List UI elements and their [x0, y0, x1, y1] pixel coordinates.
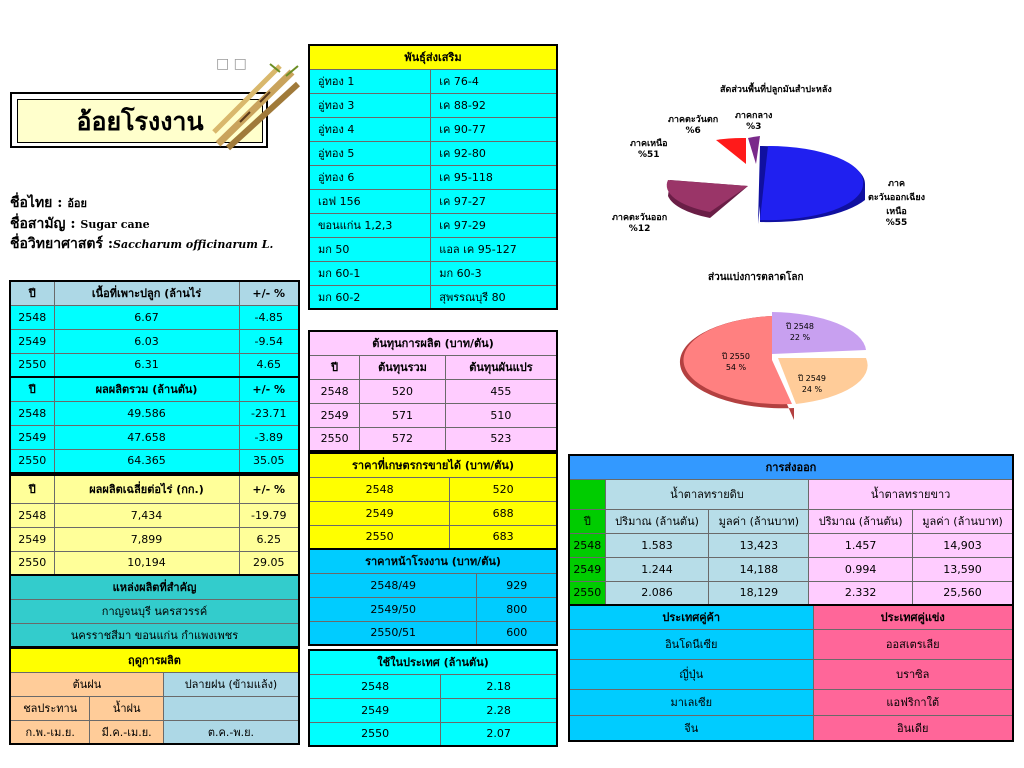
label-north: ภาคเหนือ %51: [630, 139, 668, 160]
table-row: 2550 2.086 18,129 2.332 25,560: [568, 580, 1014, 606]
table-row: อู่ทอง 6 เค 95-118: [308, 164, 558, 190]
slice-west: [716, 137, 746, 164]
table-row: 2549 7,899 6.25: [9, 526, 300, 552]
table-row: เอฟ 156 เค 97-27: [308, 188, 558, 214]
thai-name: ชื่อไทย : อ้อย: [10, 195, 87, 211]
table-row: 2549 1.244 14,188 0.994 13,590: [568, 556, 1014, 582]
table-row: 2548/49 929: [308, 572, 558, 598]
table-row: มก 60-2 สุพรรณบุรี 80: [308, 284, 558, 310]
area-share-pie: [666, 136, 865, 224]
label-east: ภาคตะวันออก %12: [612, 213, 668, 234]
table-row: 2550 2.07: [308, 721, 558, 747]
chart1-title: สัดส่วนพื้นที่ปลูกมันสำปะหลัง: [720, 85, 832, 95]
table-row: 2549 6.03 -9.54: [9, 328, 300, 354]
label-2548: ปี 2548 22 %: [786, 322, 814, 342]
table-row: อู่ทอง 4 เค 90-77: [308, 116, 558, 142]
table-row: จีน อินเดีย: [568, 714, 1014, 742]
table-row: 2550 683: [308, 524, 558, 550]
table-row: 2550 572 523: [308, 426, 558, 452]
cost-table: ต้นทุนการผลิต (บาท/ตัน) ปี ต้นทุนรวม ต้นทุ…: [308, 330, 558, 452]
season-table: ฤดูการผลิต ต้นฝน ปลายฝน (ข้ามแล้ง) ชลประท…: [9, 647, 300, 745]
sources-table: แหล่งผลิตที่สำคัญ กาญจนบุรี นครสวรรค์ นค…: [9, 574, 300, 648]
label-2549: ปี 2549 24 %: [798, 374, 826, 394]
slice-central: [748, 136, 760, 164]
table-row: 2548 2.18: [308, 673, 558, 699]
farm-price-table: ราคาที่เกษตรกรขายได้ (บาท/ตัน) 2548 520 2…: [308, 452, 558, 550]
label-west: ภาคตะวันตก %6: [668, 115, 719, 136]
yield-table: ปี ผลผลิตเฉลี่ยต่อไร่ (กก.) +/- % 2548 7,43…: [9, 474, 300, 576]
scientific-name: ชื่อวิทยาศาสตร์ :Saccharum officinarum L…: [10, 236, 274, 252]
slice-northeast: [760, 145, 864, 221]
label-northeast: ภาค ตะวันออกเฉียง เหนือ %55: [868, 179, 926, 228]
table-row: 2550 10,194 29.05: [9, 550, 300, 576]
table-row: 2548 7,434 -19.79: [9, 502, 300, 528]
table-row: 2548 520 455: [308, 378, 558, 404]
small-squares: □ □: [216, 56, 247, 72]
table-row: ญี่ปุ่น บราซิล: [568, 658, 1014, 690]
export-table: การส่งออก น้ำตาลทรายดิบ น้ำตาลทรายขาว ปีป…: [568, 454, 1014, 606]
table-row: อินโดนีเซีย ออสเตรเลีย: [568, 628, 1014, 660]
table-row: 2548 6.67 -4.85: [9, 304, 300, 330]
domestic-table: ใช้ในประเทศ (ล้านตัน) 2548 2.18 2549 2.28 …: [308, 649, 558, 747]
label-central: ภาคกลาง %3: [735, 111, 773, 132]
table-row: มาเลเซีย แอฟริกาใต้: [568, 688, 1014, 716]
table-row: อู่ทอง 3 เค 88-92: [308, 92, 558, 118]
table-row: 2549 688: [308, 500, 558, 526]
table-row: 2549 571 510: [308, 402, 558, 428]
slice-2550: [683, 316, 792, 405]
table-row: อู่ทอง 5 เค 92-80: [308, 140, 558, 166]
area-table: ปี เนื้อที่เพาะปลูก (ล้านไร่ +/- % 2548 6.6…: [9, 280, 300, 378]
table-row: มก 50 แอล เค 95-127: [308, 236, 558, 262]
sugarcane-image: [212, 63, 300, 151]
table-row: 2550 6.31 4.65: [9, 352, 300, 378]
slice-east: [666, 180, 748, 212]
table-row: 2549/50 800: [308, 596, 558, 622]
chart2-title: ส่วนแบ่งการตลาดโลก: [708, 272, 804, 283]
label-2550: ปี 2550 54 %: [722, 352, 750, 372]
table-row: 2549 47.658 -3.89: [9, 424, 300, 450]
table-row: 2549 2.28: [308, 697, 558, 723]
slice-2548: [772, 312, 866, 354]
production-table: ปี ผลผลิตรวม (ล้านตัน) +/- % 2548 49.586 -23…: [9, 376, 300, 474]
table-row: 2550 64.365 35.05: [9, 448, 300, 474]
factory-price-table: ราคาหน้าโรงงาน (บาท/ตัน) 2548/49 929 2549…: [308, 548, 558, 646]
table-row: 2548 1.583 13,423 1.457 14,903: [568, 532, 1014, 558]
table-row: 2548 49.586 -23.71: [9, 400, 300, 426]
table-row: 2548 520: [308, 476, 558, 502]
common-name: ชื่อสามัญ : Sugar cane: [10, 216, 150, 232]
table-row: อู่ทอง 1 เค 76-4: [308, 68, 558, 94]
table-row: ขอนแก่น 1,2,3 เค 97-29: [308, 212, 558, 238]
slice-2549: [778, 358, 868, 404]
market-share-pie: [679, 312, 868, 420]
table-row: มก 60-1 มก 60-3: [308, 260, 558, 286]
trade-countries-table: ประเทศคู่ค้า ประเทศคู่แข่ง อินโดนีเซีย ออส…: [568, 604, 1014, 742]
table-row: 2550/51 600: [308, 620, 558, 646]
